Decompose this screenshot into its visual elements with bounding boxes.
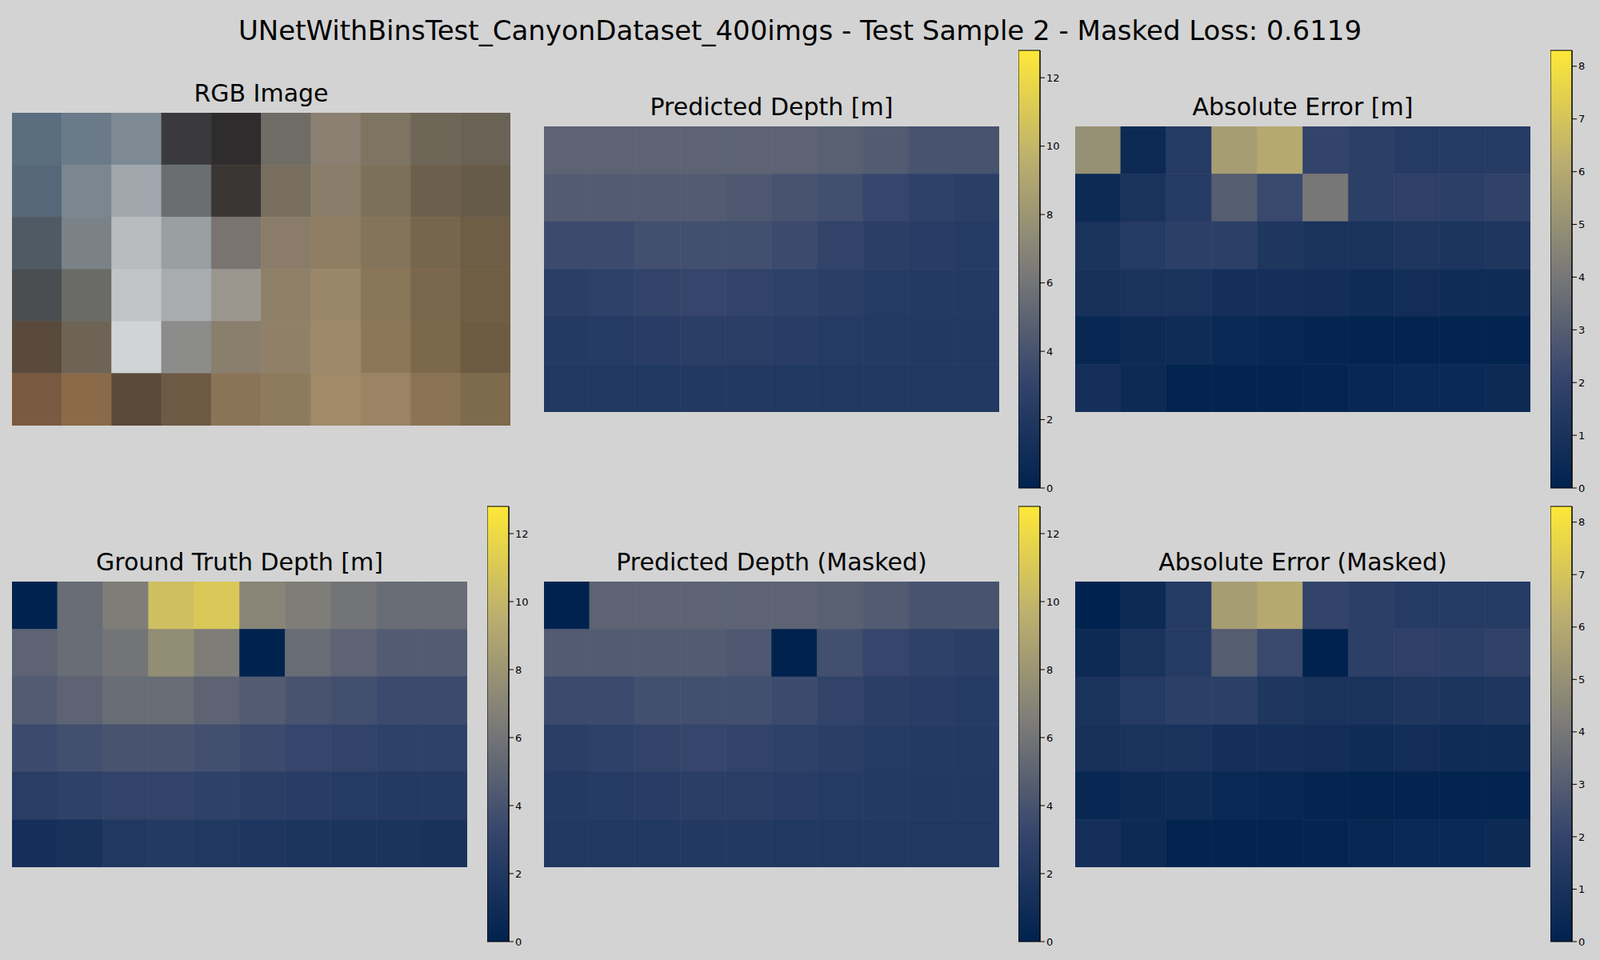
svg-text:0: 0: [1578, 482, 1585, 495]
svg-text:8: 8: [515, 664, 522, 676]
svg-text:7: 7: [1578, 112, 1585, 125]
svg-text:2: 2: [1578, 376, 1585, 389]
svg-text:12: 12: [515, 528, 529, 540]
html-text:Ground Truth Depth [m]: Ground Truth Depth [m]: [96, 548, 384, 576]
svg-text:4: 4: [1046, 345, 1053, 358]
svg-text:2: 2: [515, 868, 522, 880]
svg-text:4: 4: [1578, 725, 1585, 738]
svg-text:10: 10: [515, 596, 529, 608]
svg-text:3: 3: [1578, 778, 1585, 791]
svg-text:0: 0: [1046, 482, 1053, 495]
svg-text:12: 12: [1046, 72, 1060, 84]
svg-text:8: 8: [1046, 208, 1053, 221]
svg-text:5: 5: [1578, 218, 1585, 231]
svg-text:0: 0: [1578, 936, 1585, 948]
html-text:Absolute Error [m]: Absolute Error [m]: [1192, 92, 1414, 121]
svg-text:8: 8: [1046, 664, 1053, 676]
svg-text:5: 5: [1578, 673, 1585, 686]
svg-text:6: 6: [515, 732, 522, 744]
svg-text:3: 3: [1578, 324, 1585, 336]
svg-text:6: 6: [1578, 620, 1585, 633]
svg-text:8: 8: [1578, 60, 1585, 72]
html-text:Absolute Error (Masked): Absolute Error (Masked): [1158, 548, 1447, 576]
svg-text:0: 0: [1046, 936, 1053, 948]
svg-text:12: 12: [1046, 528, 1060, 540]
svg-text:4: 4: [1046, 800, 1053, 812]
html-text:Predicted Depth [m]: Predicted Depth [m]: [650, 92, 894, 121]
svg-text:4: 4: [515, 800, 522, 812]
svg-text:1: 1: [1578, 429, 1585, 442]
html-text:Predicted Depth (Masked): Predicted Depth (Masked): [616, 548, 927, 576]
svg-text:2: 2: [1578, 831, 1585, 844]
svg-text:2: 2: [1046, 868, 1053, 880]
html-text:UNetWithBinsTest_CanyonDataset: UNetWithBinsTest_CanyonDataset_400imgs -…: [238, 14, 1362, 47]
svg-text:6: 6: [1046, 276, 1053, 289]
svg-text:7: 7: [1578, 568, 1585, 581]
html-text:RGB Image: RGB Image: [193, 79, 329, 108]
svg-text:4: 4: [1578, 271, 1585, 284]
svg-text:10: 10: [1046, 596, 1060, 608]
svg-text:0: 0: [515, 936, 522, 948]
svg-text:6: 6: [1578, 165, 1585, 178]
svg-text:10: 10: [1046, 140, 1060, 152]
svg-text:6: 6: [1046, 732, 1053, 744]
svg-text:8: 8: [1578, 516, 1585, 528]
svg-text:1: 1: [1578, 883, 1585, 896]
svg-text:2: 2: [1046, 413, 1053, 426]
